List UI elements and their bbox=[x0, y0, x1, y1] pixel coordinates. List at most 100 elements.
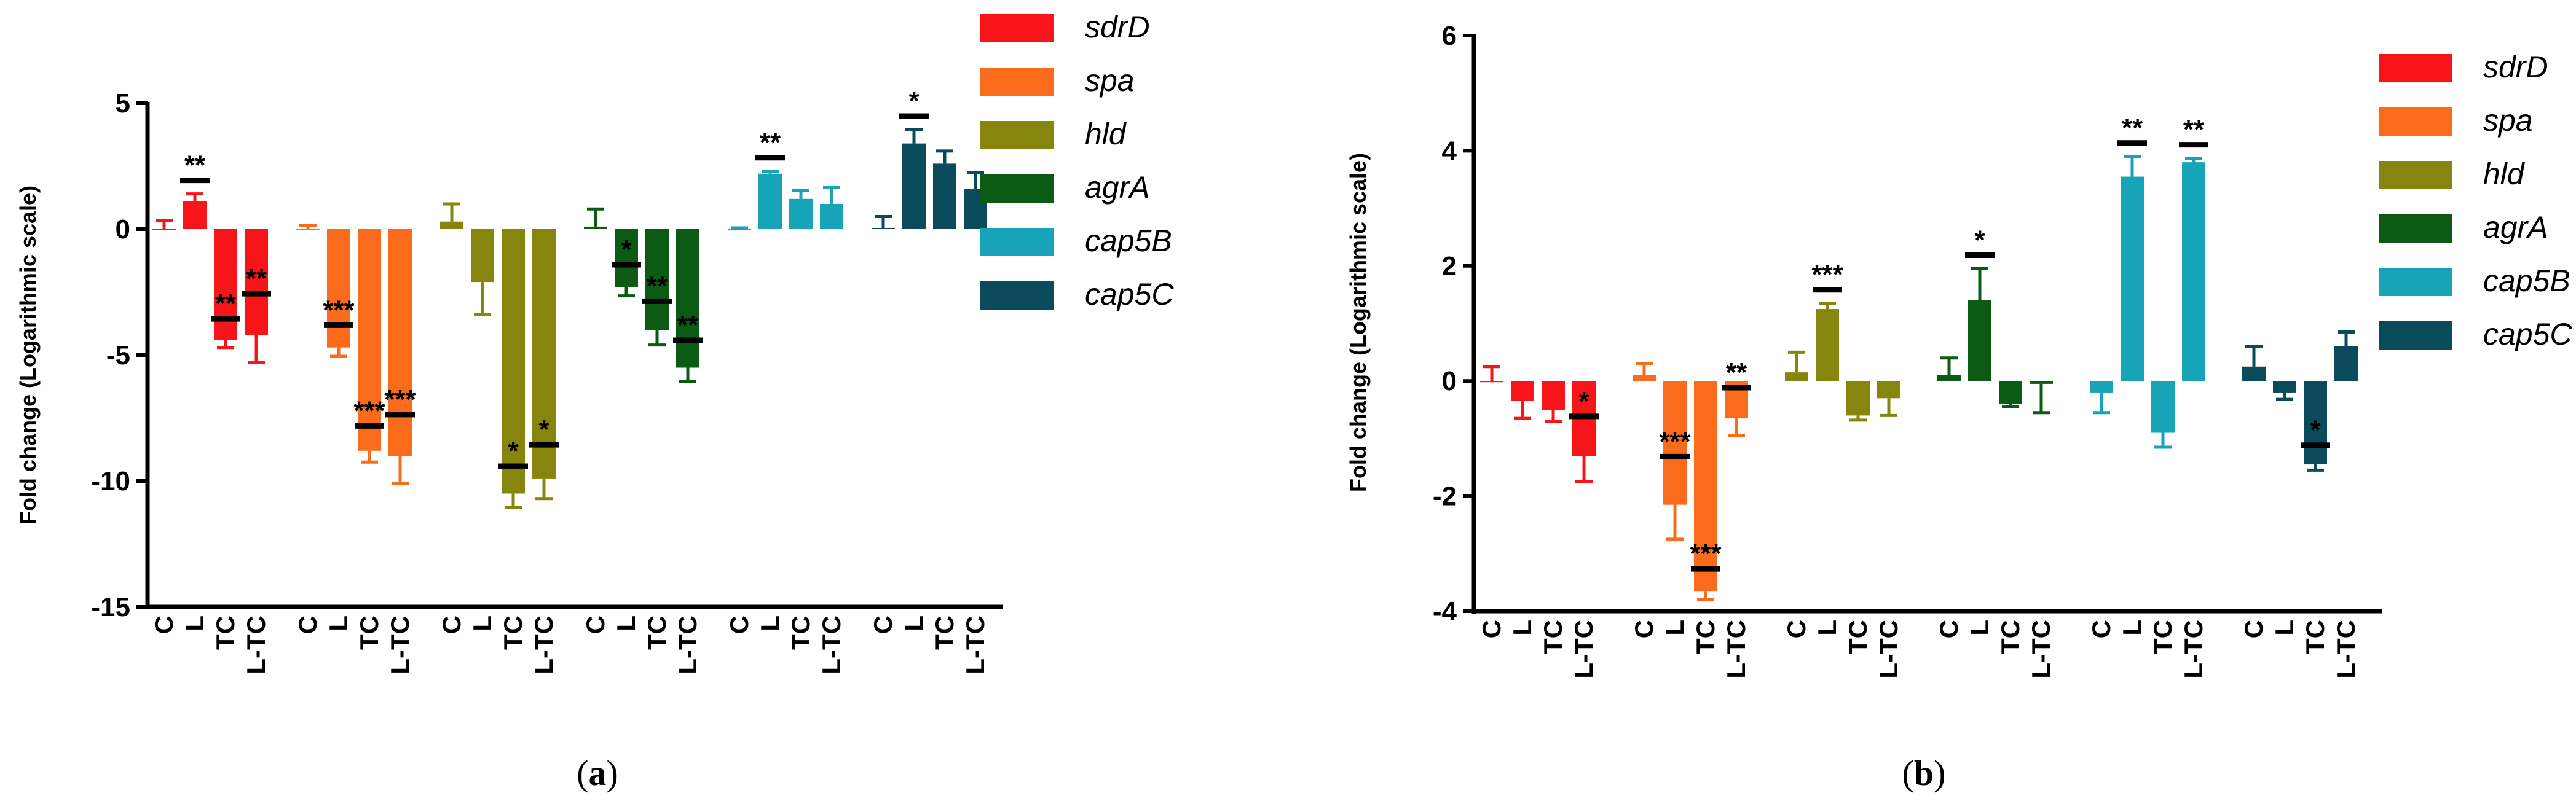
y-tick-label: -4 bbox=[1433, 596, 1457, 627]
x-tick-label: TC bbox=[2301, 620, 2330, 654]
legend-swatch-cap5C bbox=[2379, 321, 2452, 350]
legend-swatch-hld bbox=[2379, 161, 2452, 189]
bar-sdrD-C bbox=[1480, 381, 1503, 383]
legend-label-sdrD: sdrD bbox=[2483, 50, 2548, 84]
x-tick-label: L-TC bbox=[2331, 620, 2360, 679]
significance-label: * bbox=[908, 86, 920, 116]
x-tick-label: C bbox=[1782, 620, 1811, 638]
significance-label: ** bbox=[2122, 113, 2143, 143]
x-tick-label: L bbox=[2270, 620, 2299, 636]
bar-hld-TC bbox=[1846, 381, 1870, 416]
bar-cap5B-C bbox=[728, 229, 751, 230]
bar-sdrD-C bbox=[152, 229, 176, 230]
y-tick-label: -2 bbox=[1433, 482, 1457, 512]
bar-cap5B-TC bbox=[2151, 381, 2175, 433]
y-tick-label: 0 bbox=[116, 214, 130, 244]
x-tick-label: L-TC bbox=[2179, 620, 2208, 679]
bar-sdrD-TC bbox=[1542, 381, 1565, 410]
x-tick-label: L bbox=[755, 616, 784, 631]
bar-spa-C bbox=[1633, 375, 1656, 381]
chart-panel-b: 6 4 2 0 -2 -4 Fold change (Logarithmic scale) C… bbox=[1345, 21, 2572, 793]
chart-panel-a: 5 0 -5 -10 -15 Fold change (Logarithmic scale… bbox=[15, 10, 1174, 793]
x-tick-label: TC bbox=[642, 616, 671, 650]
x-tick-label: L-TC bbox=[1569, 620, 1598, 679]
x-tick-label: TC bbox=[930, 616, 959, 650]
bar-agrA-L bbox=[615, 229, 638, 287]
bar-cap5C-C bbox=[2242, 366, 2266, 381]
bar-hld-L bbox=[1816, 309, 1839, 381]
legend-swatch-agrA bbox=[980, 174, 1054, 203]
legend-swatch-spa bbox=[2379, 107, 2452, 136]
significance-label: ** bbox=[246, 264, 267, 294]
bar-spa-C bbox=[296, 229, 320, 230]
x-tick-label: L bbox=[899, 616, 928, 631]
legend-label-spa: spa bbox=[2483, 103, 2533, 138]
significance-label: * bbox=[508, 436, 519, 466]
legend-swatch-hld bbox=[980, 121, 1054, 149]
legend-swatch-sdrD bbox=[980, 14, 1054, 42]
bar-hld-TC bbox=[502, 229, 525, 494]
legend-label-cap5B: cap5B bbox=[1085, 224, 1172, 258]
x-tick-label: TC bbox=[1996, 620, 2025, 654]
significance-label: ** bbox=[184, 150, 206, 181]
y-tick-label: 4 bbox=[1442, 136, 1457, 166]
y-tick-label: 5 bbox=[116, 88, 130, 119]
bar-agrA-L-TC bbox=[676, 229, 699, 368]
bar-agrA-TC bbox=[645, 229, 669, 330]
x-tick-label: C bbox=[1934, 620, 1963, 638]
bar-cap5B-L-TC bbox=[2182, 162, 2205, 381]
significance-label: *** bbox=[353, 396, 385, 426]
bar-cap5B-TC bbox=[789, 198, 813, 229]
bar-cap5C-TC bbox=[2304, 381, 2327, 465]
bar-cap5C-L bbox=[2273, 381, 2296, 393]
bar-cap5C-L bbox=[902, 143, 926, 229]
x-tick-label: L-TC bbox=[673, 616, 702, 674]
x-tick-label: TC bbox=[786, 616, 815, 650]
x-tick-label: C bbox=[581, 616, 610, 634]
significance-label: *** bbox=[1690, 539, 1722, 569]
bar-cap5B-C bbox=[2090, 381, 2113, 393]
legend-label-cap5B: cap5B bbox=[2483, 264, 2570, 298]
legend-label-hld: hld bbox=[1085, 117, 1127, 151]
y-tick-label: 6 bbox=[1442, 21, 1457, 51]
bar-sdrD-TC bbox=[214, 229, 237, 340]
x-tick-label: C bbox=[2087, 620, 2116, 638]
legend-label-cap5C: cap5C bbox=[2483, 317, 2572, 351]
x-tick-label: L-TC bbox=[385, 616, 414, 674]
x-tick-label: L-TC bbox=[961, 616, 990, 674]
x-tick-label: TC bbox=[1538, 620, 1567, 654]
bar-agrA-C bbox=[1937, 375, 1961, 381]
bar-sdrD-L-TC bbox=[245, 229, 268, 335]
x-tick-label: L-TC bbox=[242, 616, 270, 674]
x-tick-label: L bbox=[1965, 620, 1994, 636]
significance-label: ** bbox=[215, 289, 237, 319]
x-tick-label: TC bbox=[355, 616, 384, 650]
legend-swatch-cap5B bbox=[980, 228, 1054, 256]
bar-spa-TC bbox=[358, 229, 381, 451]
bar-spa-L bbox=[1663, 381, 1687, 505]
significance-label: *** bbox=[1659, 426, 1691, 456]
x-tick-label: L bbox=[180, 616, 209, 631]
bar-hld-C bbox=[440, 221, 463, 229]
bar-hld-L-TC bbox=[532, 229, 556, 479]
bar-spa-L bbox=[327, 229, 350, 348]
x-tick-label: TC bbox=[498, 616, 527, 650]
bar-agrA-L-TC bbox=[2030, 381, 2053, 384]
x-tick-label: L bbox=[612, 616, 640, 631]
x-tick-label: C bbox=[1477, 620, 1506, 638]
x-tick-label: C bbox=[149, 616, 178, 634]
x-tick-label: L-TC bbox=[1722, 620, 1751, 679]
x-tick-label: L bbox=[1508, 620, 1537, 636]
significance-label: * bbox=[1974, 225, 1985, 255]
legend-swatch-agrA bbox=[2379, 214, 2452, 243]
y-tick-label: -10 bbox=[91, 466, 130, 496]
legend-swatch-spa bbox=[980, 68, 1054, 96]
y-axis-label: Fold change (Logarithmic scale) bbox=[15, 186, 41, 525]
bar-cap5C-L-TC bbox=[2334, 346, 2358, 381]
x-tick-label: L-TC bbox=[529, 616, 558, 674]
x-tick-label: L bbox=[468, 616, 497, 631]
bar-cap5B-L-TC bbox=[820, 204, 843, 229]
panel-caption: (a) bbox=[577, 753, 618, 793]
legend-label-agrA: agrA bbox=[1085, 170, 1150, 205]
